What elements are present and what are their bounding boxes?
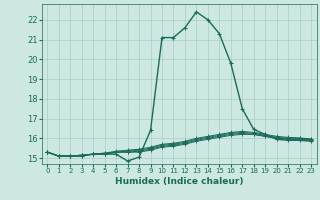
X-axis label: Humidex (Indice chaleur): Humidex (Indice chaleur) xyxy=(115,177,244,186)
